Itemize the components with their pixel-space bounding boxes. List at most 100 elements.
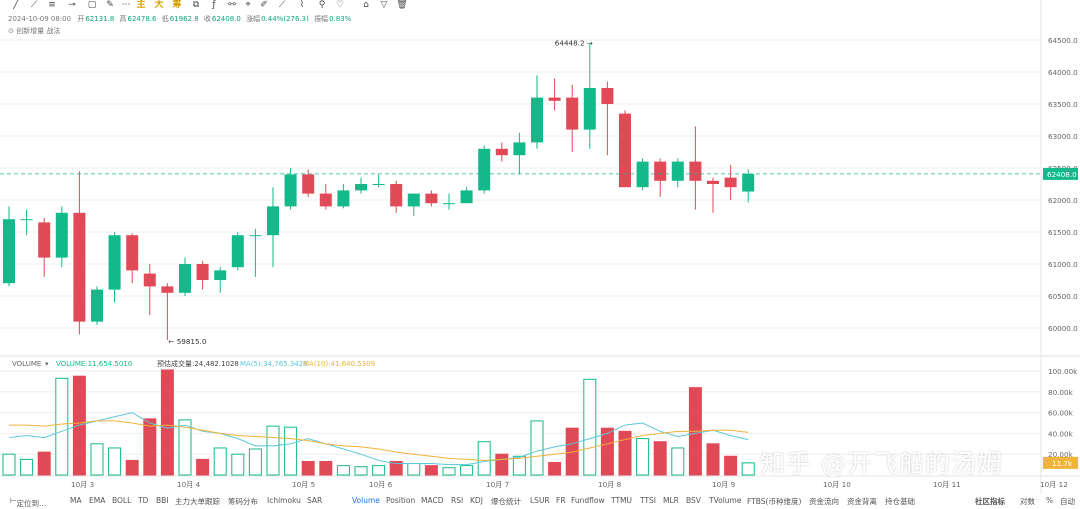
candle-body <box>91 289 103 322</box>
candle-body <box>302 174 315 194</box>
volume-bar <box>600 427 614 476</box>
indicator-tab-3[interactable]: TD <box>138 496 149 505</box>
volume-dropdown-icon[interactable]: ▾ <box>45 360 49 368</box>
indicator-tab-24[interactable]: 资金流向 <box>809 497 839 506</box>
indicator-tab-9[interactable]: Volume <box>352 496 380 505</box>
info-datetime: 2024-10-09 08:00 <box>8 15 72 23</box>
indicator-tab-26[interactable]: 持仓基础 <box>885 497 915 506</box>
indicator-tab-1[interactable]: EMA <box>89 496 106 505</box>
community-indicator-tab[interactable]: 社区指标 <box>975 497 1005 506</box>
volume-value: VOLUME:11,654.5010 <box>56 360 132 368</box>
candle-body <box>619 113 631 188</box>
pattern-icon[interactable]: ⌇ <box>299 0 305 10</box>
indicator-tab-25[interactable]: 资金背离 <box>847 497 877 506</box>
volume-bar <box>372 465 386 476</box>
indicator-tab-20[interactable]: MLR <box>663 496 679 505</box>
indicator-tab-16[interactable]: FR <box>556 496 566 505</box>
menu-icon[interactable]: ≡ <box>48 0 56 10</box>
volume-bar <box>160 369 174 476</box>
compare-icon[interactable]: ⚯ <box>228 0 236 10</box>
indicator-tab-14[interactable]: 爆仓统计 <box>491 497 521 506</box>
candle-type-icon[interactable]: ⧉ <box>192 0 200 10</box>
auto-toggle[interactable]: 自动 <box>1060 497 1075 506</box>
indicator-tab-2[interactable]: BOLL <box>112 496 132 505</box>
indicator-tab-19[interactable]: TTSI <box>640 496 657 505</box>
candle-body <box>179 264 191 293</box>
candle-body <box>443 203 455 205</box>
volume-bar <box>495 453 509 476</box>
indicator-tab-4[interactable]: BBI <box>156 496 169 505</box>
strategy-label[interactable]: ⊙ 创新增量 战法 <box>8 26 60 36</box>
indicator-tab-5[interactable]: 主力大单跟踪 <box>175 497 220 506</box>
indicator-icon[interactable]: ƒ <box>212 0 216 10</box>
indicator-tab-8[interactable]: SAR <box>307 496 323 505</box>
x-tick-label: 10月 12 <box>1040 480 1068 489</box>
indicator-tab-12[interactable]: RSI <box>451 496 464 505</box>
volume-bar <box>125 459 139 476</box>
candles <box>3 43 755 340</box>
indicator-tab-11[interactable]: MACD <box>421 496 444 505</box>
pen-icon[interactable]: ╱ <box>13 0 19 10</box>
fib-icon[interactable]: ⋯ <box>121 0 131 10</box>
volume-bar <box>653 441 667 476</box>
candle-body <box>249 235 262 237</box>
indicator-tab-0[interactable]: MA <box>70 496 82 505</box>
volume-bar <box>196 458 210 476</box>
indicator-tab-21[interactable]: BSV <box>686 496 701 505</box>
volume-bar <box>231 453 245 476</box>
ma5-value: MA(5):34,765.3426 <box>240 360 308 368</box>
text-icon[interactable]: ⟋ <box>278 0 286 10</box>
indicator-tab-22[interactable]: TVolume <box>709 496 742 505</box>
low-annotation: ← 59815.0 <box>168 337 206 346</box>
high-value: 62478.6 <box>127 15 157 23</box>
candle-body <box>425 193 438 204</box>
chip-button[interactable]: 筹 <box>172 0 182 10</box>
cursor-icon[interactable]: ⌖ <box>245 0 251 10</box>
indicator-tab-17[interactable]: Fundflow <box>571 496 605 505</box>
locate-button[interactable]: ⊢ 定位到... <box>10 496 47 508</box>
hline-icon[interactable]: ⊸ <box>68 0 76 10</box>
candle-body <box>478 148 491 191</box>
volume-bar <box>706 443 720 476</box>
indicator-tab-7[interactable]: Ichimoku <box>267 496 301 505</box>
indicator-tab-6[interactable]: 筹码分布 <box>228 497 258 506</box>
candle-body <box>231 235 244 268</box>
volume-tick-label: 100.00k <box>1048 367 1078 376</box>
strategy-toggle-icon[interactable]: ⊙ <box>8 27 14 35</box>
volume-bar <box>512 455 526 476</box>
indicator-tab-15[interactable]: LSUR <box>530 496 550 505</box>
axes: 60000.060500.061000.061500.062000.062500… <box>71 36 1078 489</box>
filter-icon[interactable]: ▽ <box>380 0 388 10</box>
bookmark-icon[interactable]: ⚲ <box>318 0 326 10</box>
brush-icon[interactable]: ✎ <box>106 0 114 10</box>
indicator-tab-18[interactable]: TTMU <box>611 496 632 505</box>
volume-bar <box>213 447 227 476</box>
volume-bar <box>266 425 280 476</box>
draw-icon[interactable]: ✐ <box>260 0 268 10</box>
candle-body <box>566 97 579 130</box>
indicator-tab-13[interactable]: KDJ <box>470 496 483 505</box>
main-chart-button[interactable]: 主 <box>136 0 146 10</box>
percent-toggle[interactable]: % <box>1046 496 1054 505</box>
big-order-button[interactable]: 大 <box>154 0 164 10</box>
indicator-tab-23[interactable]: FTBS(币种维度) <box>747 497 802 506</box>
indicator-tab-10[interactable]: Position <box>386 496 416 505</box>
volume-bar <box>319 460 333 476</box>
x-tick-label: 10月 10 <box>823 480 851 489</box>
ohlc-info: 2024-10-09 08:00 开62131.8 高62478.6 低6196… <box>8 14 354 24</box>
x-tick-label: 10月 9 <box>712 480 736 489</box>
rect-icon[interactable]: ▢ <box>87 0 97 10</box>
trash-icon[interactable]: 🗑 <box>396 0 408 10</box>
price-tick-label: 60000.0 <box>1048 324 1078 333</box>
candle-body <box>319 193 332 207</box>
line-icon[interactable]: ⟋ <box>30 0 38 10</box>
lock-icon[interactable]: ⌂ <box>363 0 369 10</box>
volume-title: VOLUME <box>12 360 41 368</box>
volume-bar <box>55 377 69 476</box>
candle-body <box>654 161 667 181</box>
favorite-icon[interactable]: ♡ <box>335 0 345 10</box>
open-value: 62131.8 <box>85 15 115 23</box>
x-tick-label: 10月 5 <box>292 480 315 489</box>
log-toggle[interactable]: 对数 <box>1020 497 1035 506</box>
